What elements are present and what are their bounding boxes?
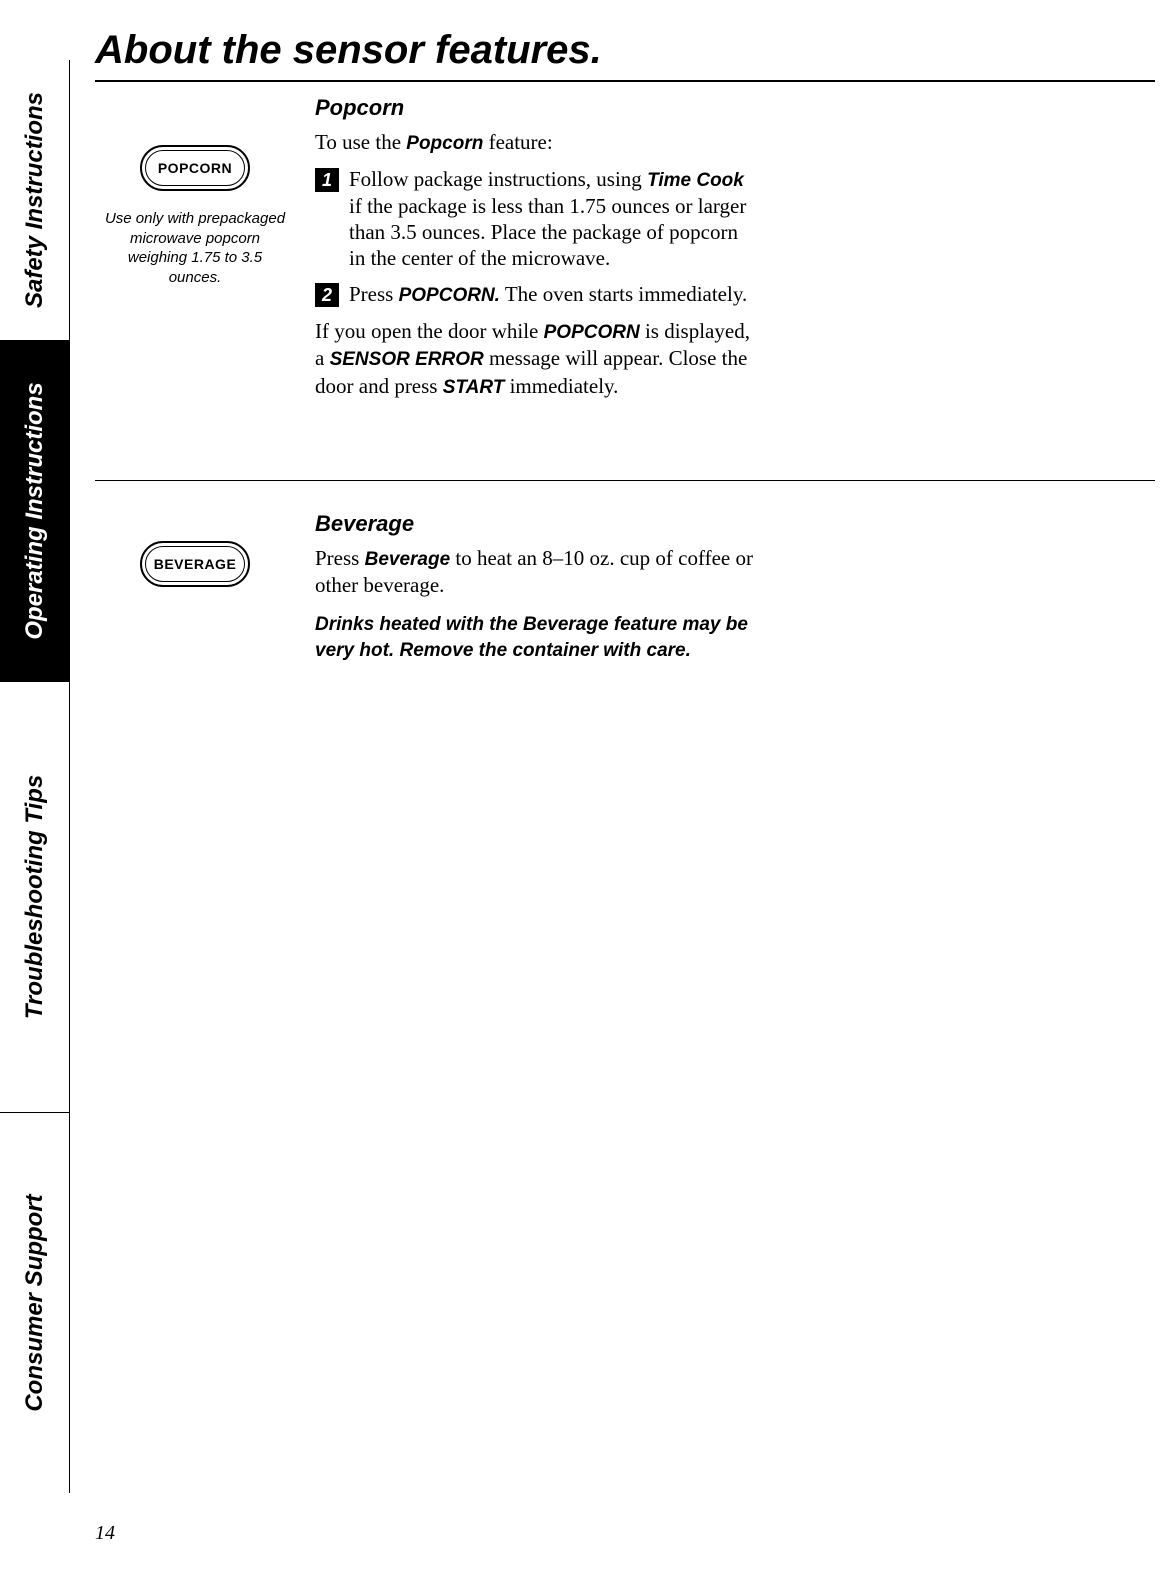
section-beverage-left: BEVERAGE — [95, 511, 315, 663]
side-tab-label: Troubleshooting Tips — [21, 775, 49, 1019]
title-rule — [95, 80, 1155, 82]
side-tab-operating-instructions[interactable]: Operating Instructions — [0, 341, 70, 681]
side-tab-troubleshooting-tips[interactable]: Troubleshooting Tips — [0, 682, 70, 1112]
step-number-icon: 1 — [315, 168, 339, 192]
side-tab-label: Consumer Support — [21, 1194, 49, 1411]
side-tab-consumer-support[interactable]: Consumer Support — [0, 1113, 70, 1493]
popcorn-button-label: POPCORN — [158, 160, 232, 176]
text-bold: Popcorn — [406, 133, 483, 154]
text: The oven starts immediately. — [500, 282, 747, 306]
text: immediately. — [504, 374, 618, 398]
text-bold: Beverage — [365, 549, 451, 570]
text: if the package is less than 1.75 ounces … — [349, 194, 746, 271]
section-beverage: BEVERAGE Beverage Press Beverage to heat… — [95, 511, 1155, 663]
popcorn-steps: 1 Follow package instructions, using Tim… — [315, 166, 755, 308]
side-tab-safety-instructions[interactable]: Safety Instructions — [0, 60, 70, 340]
beverage-heading: Beverage — [315, 511, 755, 537]
popcorn-closing: If you open the door while POPCORN is di… — [315, 318, 755, 400]
side-tab-column: Safety Instructions Operating Instructio… — [0, 60, 70, 1520]
list-item: 1 Follow package instructions, using Tim… — [315, 166, 755, 272]
text-bold: POPCORN — [544, 322, 640, 343]
step-body: Follow package instructions, using Time … — [349, 166, 755, 272]
text: To use the — [315, 130, 406, 154]
side-tab-label: Operating Instructions — [21, 382, 49, 639]
text: Press — [315, 546, 365, 570]
text-bold: POPCORN. — [399, 285, 500, 306]
text: feature: — [483, 130, 552, 154]
page-number: 14 — [95, 1522, 115, 1545]
section-beverage-right: Beverage Press Beverage to heat an 8–10 … — [315, 511, 755, 663]
beverage-button-label: BEVERAGE — [154, 556, 237, 572]
step-number-icon: 2 — [315, 283, 339, 307]
list-item: 2 Press POPCORN. The oven starts immedia… — [315, 281, 755, 308]
side-tab-label: Safety Instructions — [21, 92, 49, 308]
beverage-intro: Press Beverage to heat an 8–10 oz. cup o… — [315, 545, 755, 598]
text: Press — [349, 282, 399, 306]
text: Follow package instructions, using — [349, 167, 647, 191]
section-popcorn-right: Popcorn To use the Popcorn feature: 1 Fo… — [315, 95, 755, 400]
section-divider — [95, 480, 1155, 481]
manual-page: Safety Instructions Operating Instructio… — [0, 0, 1160, 1575]
popcorn-heading: Popcorn — [315, 95, 755, 121]
popcorn-intro: To use the Popcorn feature: — [315, 129, 755, 156]
text-bold: SENSOR ERROR — [330, 349, 484, 370]
step-body: Press POPCORN. The oven starts immediate… — [349, 281, 747, 308]
popcorn-caption: Use only with prepackaged microwave popc… — [100, 209, 290, 287]
text-bold: Time Cook — [647, 170, 744, 191]
beverage-warning: Drinks heated with the Beverage feature … — [315, 612, 755, 663]
text-bold: START — [443, 377, 505, 398]
text: If you open the door while — [315, 319, 544, 343]
page-content: POPCORN Use only with prepackaged microw… — [95, 95, 1155, 663]
section-popcorn: POPCORN Use only with prepackaged microw… — [95, 95, 1155, 400]
page-title: About the sensor features. — [95, 28, 602, 73]
section-popcorn-left: POPCORN Use only with prepackaged microw… — [95, 95, 315, 400]
beverage-button-icon: BEVERAGE — [140, 541, 250, 587]
popcorn-button-icon: POPCORN — [140, 145, 250, 191]
